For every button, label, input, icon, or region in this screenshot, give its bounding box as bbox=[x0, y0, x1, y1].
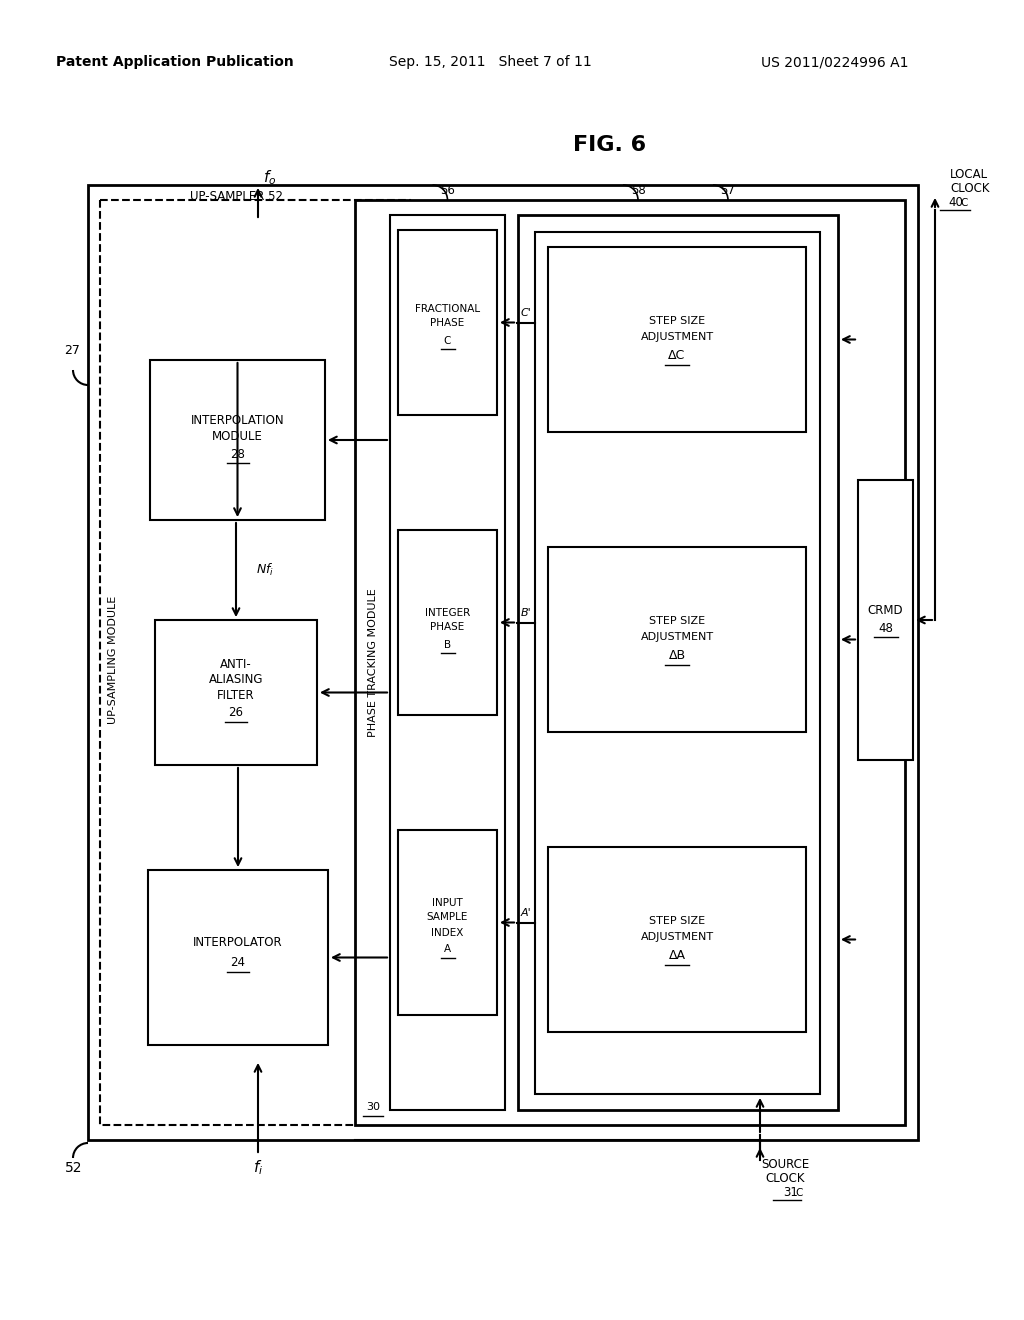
Text: Patent Application Publication: Patent Application Publication bbox=[56, 55, 294, 69]
Text: INTERPOLATOR: INTERPOLATOR bbox=[194, 936, 283, 949]
Bar bbox=[398, 830, 497, 1015]
Bar bbox=[390, 215, 505, 1110]
Bar bbox=[355, 201, 905, 1125]
Text: STEP SIZE: STEP SIZE bbox=[649, 616, 706, 627]
Text: 24: 24 bbox=[230, 956, 246, 969]
Bar bbox=[548, 546, 806, 733]
Text: FRACTIONAL: FRACTIONAL bbox=[415, 305, 480, 314]
Text: ADJUSTMENT: ADJUSTMENT bbox=[640, 631, 714, 642]
Text: INTEGER: INTEGER bbox=[425, 607, 470, 618]
Bar bbox=[88, 185, 918, 1140]
Text: Sep. 15, 2011   Sheet 7 of 11: Sep. 15, 2011 Sheet 7 of 11 bbox=[389, 55, 592, 69]
Text: PHASE: PHASE bbox=[430, 318, 465, 329]
Text: PHASE: PHASE bbox=[430, 623, 465, 632]
Text: 58: 58 bbox=[631, 183, 645, 197]
Text: 28: 28 bbox=[230, 447, 245, 461]
Text: 48: 48 bbox=[878, 622, 893, 635]
Text: UP-SAMPLER 52: UP-SAMPLER 52 bbox=[190, 190, 283, 203]
Text: 31: 31 bbox=[783, 1187, 798, 1200]
Text: C: C bbox=[961, 198, 968, 209]
Bar bbox=[518, 215, 838, 1110]
Text: ALIASING: ALIASING bbox=[209, 673, 263, 686]
Text: 40: 40 bbox=[948, 197, 963, 210]
Text: INPUT: INPUT bbox=[432, 898, 463, 908]
Text: SAMPLE: SAMPLE bbox=[427, 912, 468, 923]
Text: 52: 52 bbox=[65, 1162, 82, 1175]
Bar bbox=[150, 360, 325, 520]
Text: ADJUSTMENT: ADJUSTMENT bbox=[640, 331, 714, 342]
Text: ANTI-: ANTI- bbox=[220, 657, 252, 671]
Text: B: B bbox=[444, 639, 451, 649]
Text: US 2011/0224996 A1: US 2011/0224996 A1 bbox=[761, 55, 908, 69]
Text: MODULE: MODULE bbox=[212, 429, 263, 442]
Bar bbox=[155, 620, 317, 766]
Bar bbox=[100, 201, 410, 1125]
Text: 26: 26 bbox=[228, 706, 244, 719]
Text: A': A' bbox=[520, 908, 531, 917]
Bar bbox=[148, 870, 328, 1045]
Bar bbox=[398, 531, 497, 715]
Text: $Nf_i$: $Nf_i$ bbox=[256, 562, 274, 578]
Text: ΔA: ΔA bbox=[669, 949, 685, 962]
Text: PHASE TRACKING MODULE: PHASE TRACKING MODULE bbox=[368, 589, 378, 737]
Text: C: C bbox=[443, 335, 452, 346]
Text: LOCAL: LOCAL bbox=[950, 169, 988, 181]
Text: $f_i$: $f_i$ bbox=[253, 1159, 263, 1177]
Text: UP-SAMPLING MODULE: UP-SAMPLING MODULE bbox=[108, 595, 118, 725]
Text: 56: 56 bbox=[440, 183, 455, 197]
Text: 30: 30 bbox=[366, 1102, 380, 1111]
Text: INTERPOLATION: INTERPOLATION bbox=[190, 413, 285, 426]
Text: STEP SIZE: STEP SIZE bbox=[649, 317, 706, 326]
Text: FIG. 6: FIG. 6 bbox=[573, 135, 646, 154]
Text: INDEX: INDEX bbox=[431, 928, 464, 937]
Bar bbox=[535, 232, 820, 1094]
Text: STEP SIZE: STEP SIZE bbox=[649, 916, 706, 927]
Text: A: A bbox=[444, 945, 451, 954]
Text: $f_o$: $f_o$ bbox=[263, 169, 276, 187]
Bar bbox=[858, 480, 913, 760]
Bar bbox=[548, 847, 806, 1032]
Text: 27: 27 bbox=[65, 343, 80, 356]
Text: B': B' bbox=[520, 607, 531, 618]
Text: FILTER: FILTER bbox=[217, 689, 255, 702]
Text: ΔC: ΔC bbox=[669, 348, 686, 362]
Text: 57: 57 bbox=[721, 183, 735, 197]
Text: ΔB: ΔB bbox=[669, 649, 685, 663]
Text: CLOCK: CLOCK bbox=[765, 1172, 805, 1185]
Text: C': C' bbox=[520, 308, 531, 318]
Text: CLOCK: CLOCK bbox=[950, 182, 989, 195]
Text: SOURCE: SOURCE bbox=[761, 1159, 809, 1172]
Text: CRMD: CRMD bbox=[867, 603, 903, 616]
Bar bbox=[548, 247, 806, 432]
Text: C: C bbox=[795, 1188, 803, 1199]
Bar bbox=[398, 230, 497, 414]
Text: ADJUSTMENT: ADJUSTMENT bbox=[640, 932, 714, 941]
